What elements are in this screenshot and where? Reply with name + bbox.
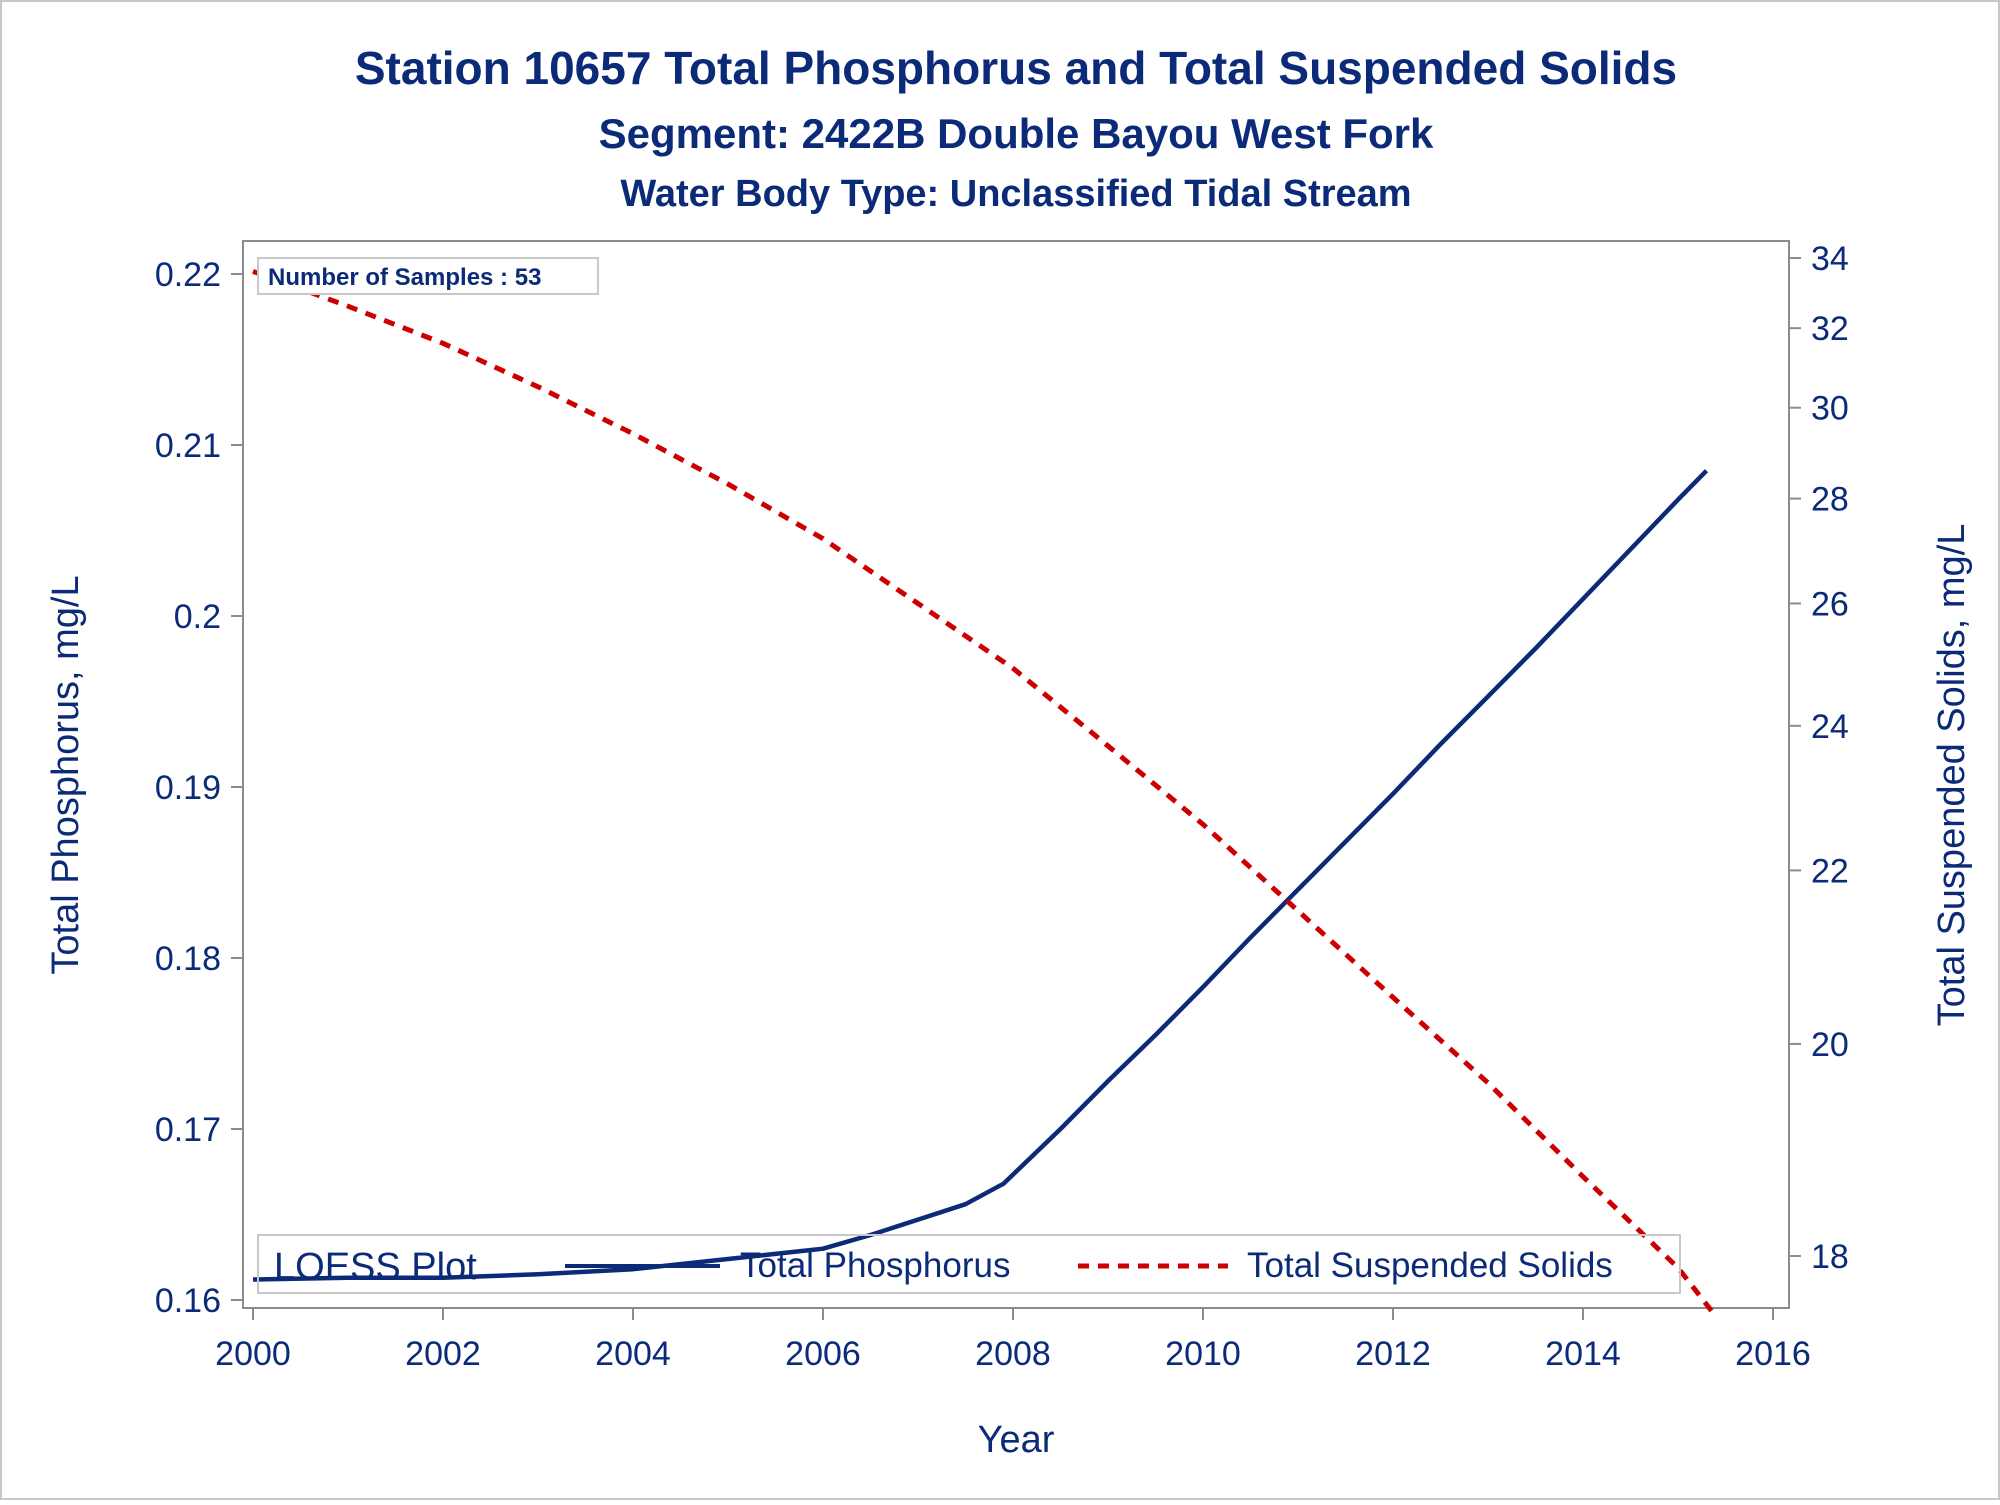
sample-count-text: Number of Samples : 53 — [268, 264, 541, 291]
chart-title: Station 10657 Total Phosphorus and Total… — [355, 42, 1677, 94]
x-tick-label: 2008 — [975, 1335, 1051, 1373]
y2-tick-label: 24 — [1811, 708, 1849, 746]
x-tick-label: 2012 — [1355, 1335, 1431, 1373]
y-tick-label: 0.17 — [155, 1111, 221, 1149]
y2-tick-label: 22 — [1811, 852, 1849, 890]
legend-box — [257, 1234, 1681, 1294]
legend: LOESS Plot Total Phosphorus Total Suspen… — [257, 1234, 1681, 1294]
sample-count-box — [257, 257, 599, 295]
y2-tick-label: 28 — [1811, 481, 1849, 519]
x-tick-label: 2002 — [405, 1335, 481, 1373]
x-tick-label: 2000 — [215, 1335, 291, 1373]
x-tick-label: 2016 — [1735, 1335, 1811, 1373]
y-axis-label: Total Phosphorus, mg/L — [45, 575, 87, 974]
y2-tick-label: 34 — [1811, 240, 1849, 278]
y-tick-label: 0.21 — [155, 427, 221, 465]
x-tick-label: 2006 — [785, 1335, 861, 1373]
x-tick-label: 2004 — [595, 1335, 671, 1373]
x-tick-label: 2014 — [1545, 1335, 1621, 1373]
legend-entry-total-phosphorus: Total Phosphorus — [740, 1246, 1010, 1285]
sample-count-annotation: Number of Samples : 53 — [257, 257, 599, 295]
y2-tick-label: 20 — [1811, 1026, 1849, 1064]
y-tick-label: 0.16 — [155, 1282, 221, 1320]
y2-tick-label: 32 — [1811, 310, 1849, 348]
series-line-total-suspended-solids — [252, 269, 1718, 1319]
plot-area — [242, 240, 1790, 1309]
legend-title: LOESS Plot — [274, 1246, 477, 1288]
y2-tick-label: 18 — [1811, 1238, 1849, 1276]
y2-axis-label: Total Suspended Solids, mg/L — [1931, 524, 1973, 1027]
x-tick-label: 2010 — [1165, 1335, 1241, 1373]
y2-tick-label: 26 — [1811, 585, 1849, 623]
y-tick-label: 0.22 — [155, 256, 221, 294]
y-tick-label: 0.2 — [174, 598, 221, 636]
chart-subtitle-2: Water Body Type: Unclassified Tidal Stre… — [620, 173, 1411, 215]
y-axis-right: 18 20 22 24 26 28 30 32 34 — [1789, 240, 1849, 1276]
y-tick-label: 0.18 — [155, 940, 221, 978]
legend-entry-total-suspended-solids: Total Suspended Solids — [1247, 1246, 1613, 1285]
x-axis-label: Year — [978, 1419, 1055, 1461]
y-axis-left: 0.16 0.17 0.18 0.19 0.2 0.21 0.22 — [155, 256, 243, 1320]
y-tick-label: 0.19 — [155, 769, 221, 807]
chart-subtitle: Segment: 2422B Double Bayou West Fork — [599, 110, 1434, 157]
y2-tick-label: 30 — [1811, 390, 1849, 428]
x-axis: 2000 2002 2004 2006 2008 2010 2012 2014 2016 — [215, 1308, 1811, 1373]
